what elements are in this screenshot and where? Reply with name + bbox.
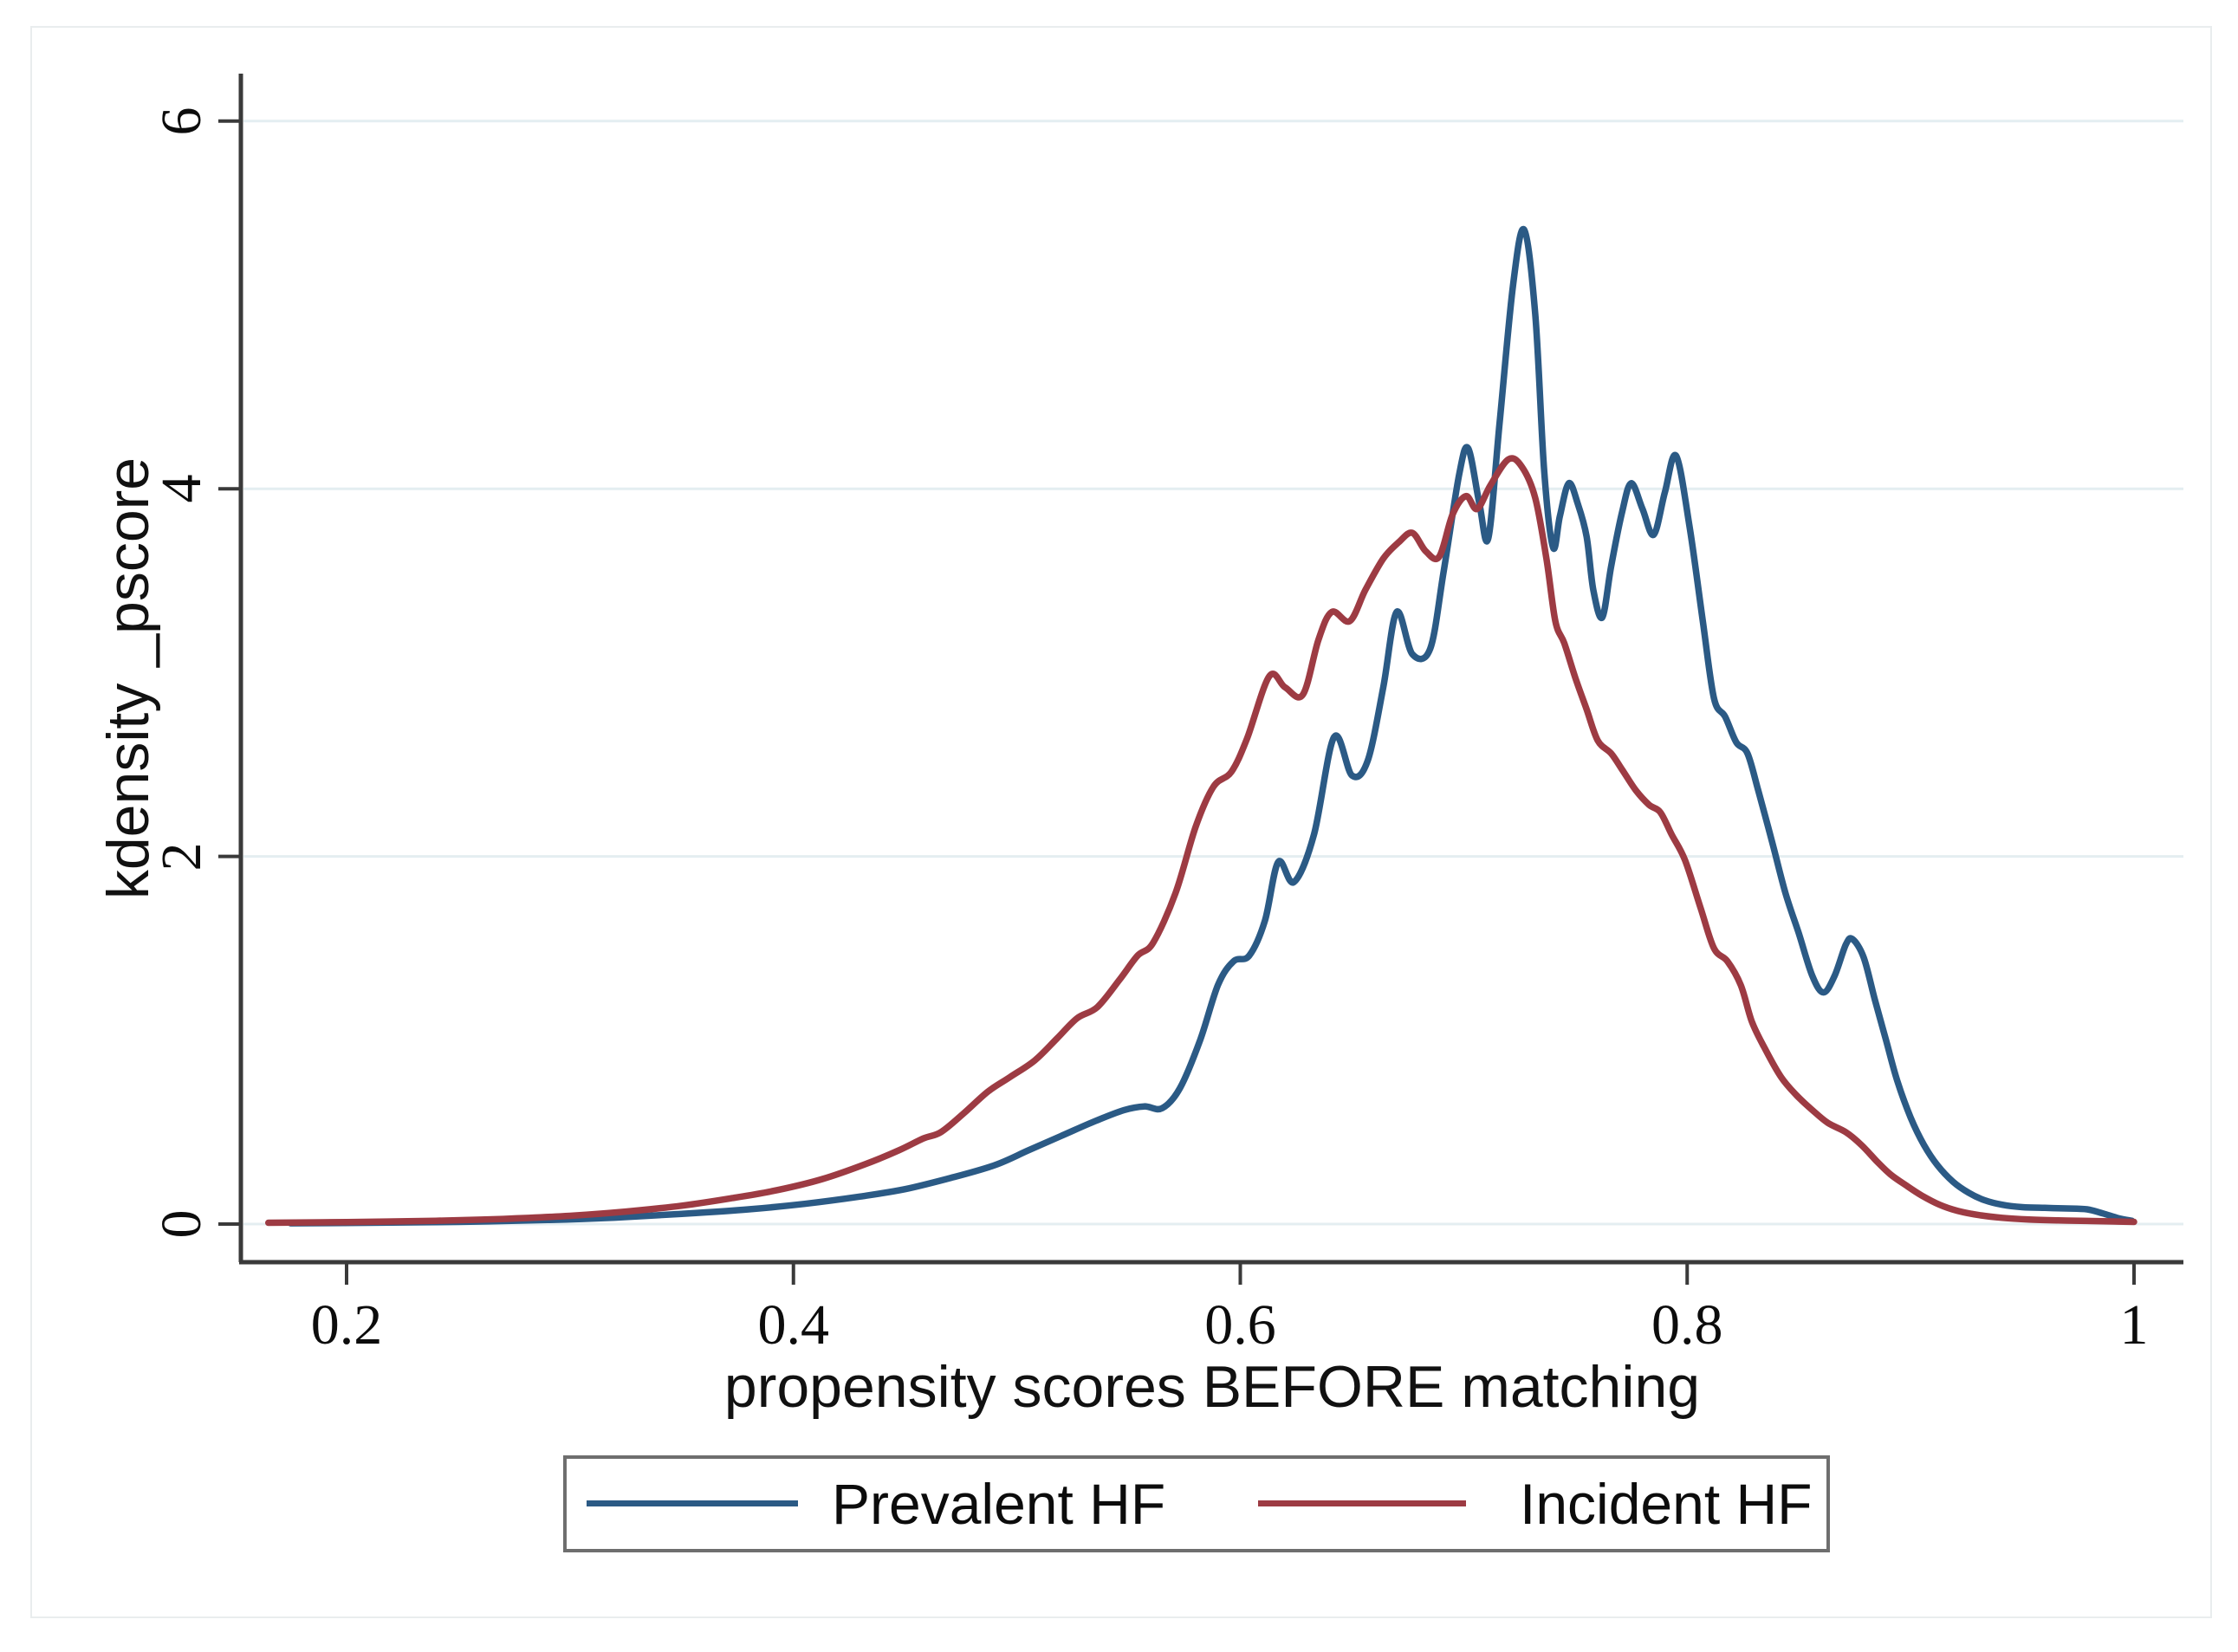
x-axis-title: propensity scores BEFORE matching bbox=[723, 1354, 1701, 1420]
x-tick-label: 0.4 bbox=[757, 1293, 830, 1357]
legend-label-incident-hf: Incident HF bbox=[1520, 1472, 1813, 1536]
y-tick-label: 6 bbox=[150, 107, 213, 136]
legend-label-prevalent-hf: Prevalent HF bbox=[832, 1472, 1166, 1536]
gridlines bbox=[243, 120, 2183, 1226]
series-line-incident-hf bbox=[264, 455, 2137, 1227]
x-tick-label: 0.6 bbox=[1204, 1293, 1276, 1357]
series-lines bbox=[264, 225, 2137, 1227]
x-tick-label: 0.8 bbox=[1651, 1293, 1723, 1357]
y-axis-title: kdensity _pscore bbox=[95, 457, 161, 900]
y-tick-label: 0 bbox=[150, 1209, 213, 1239]
legend-line-prevalent-hf bbox=[587, 1500, 798, 1506]
x-tick-label: 0.2 bbox=[310, 1293, 383, 1357]
series-line-prevalent-hf bbox=[287, 225, 2136, 1227]
legend: Prevalent HF Incident HF bbox=[563, 1455, 1830, 1552]
axes bbox=[238, 74, 2183, 1265]
legend-line-incident-hf bbox=[1258, 1500, 1466, 1506]
tick-marks bbox=[218, 119, 2136, 1285]
x-tick-label: 1 bbox=[2119, 1293, 2149, 1357]
